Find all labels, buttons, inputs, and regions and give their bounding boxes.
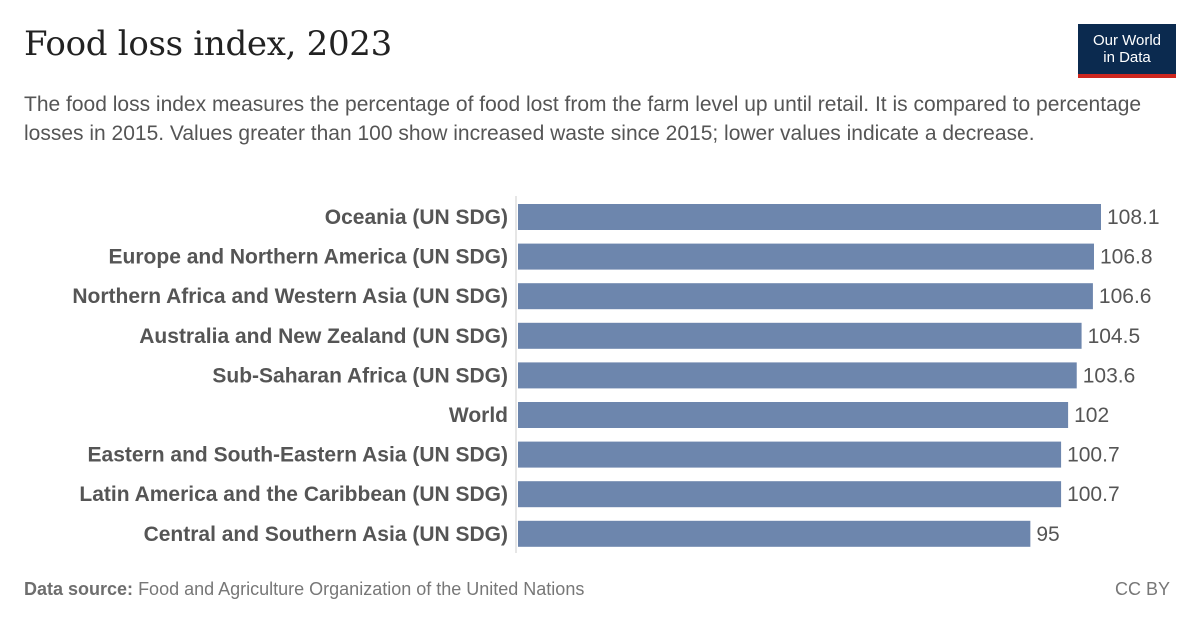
bar[interactable] [518, 481, 1062, 508]
value-label: 102 [1074, 404, 1109, 427]
logo-line-2: in Data [1103, 49, 1151, 66]
data-source-label: Data source: [24, 579, 134, 599]
value-label: 108.1 [1107, 206, 1160, 229]
value-label: 103.6 [1083, 364, 1136, 387]
value-label: 95 [1036, 523, 1059, 546]
logo-line-1: Our World [1092, 32, 1162, 49]
value-label: 100.7 [1067, 483, 1120, 506]
bar[interactable] [518, 520, 1031, 547]
category-label: Sub-Saharan Africa (UN SDG) [212, 364, 508, 387]
category-label: Australia and New Zealand (UN SDG) [139, 325, 508, 348]
category-label: Northern Africa and Western Asia (UN SDG… [72, 285, 508, 308]
value-label: 106.6 [1099, 285, 1152, 308]
value-label: 106.8 [1100, 246, 1153, 269]
data-source-link[interactable]: Food and Agriculture Organization of the… [138, 579, 585, 599]
bar[interactable] [518, 402, 1069, 428]
bar[interactable] [518, 204, 1101, 230]
value-label: 104.5 [1088, 325, 1141, 348]
category-label: Oceania (UN SDG) [325, 206, 508, 229]
chart-subtitle: The food loss index measures the percent… [24, 93, 1142, 145]
owid-logo[interactable]: Our World in Data [1078, 24, 1176, 78]
bar[interactable] [518, 322, 1082, 349]
value-label: 100.7 [1067, 444, 1120, 467]
category-label: Europe and Northern America (UN SDG) [109, 246, 508, 269]
category-label: Central and Southern Asia (UN SDG) [144, 523, 508, 546]
chart-title: Food loss index, 2023 [24, 24, 392, 64]
bar[interactable] [518, 441, 1062, 468]
license-link[interactable]: CC BY [1114, 579, 1170, 599]
bar[interactable] [518, 283, 1093, 310]
category-label: Latin America and the Caribbean (UN SDG) [79, 483, 508, 506]
category-label: Eastern and South-Eastern Asia (UN SDG) [88, 444, 508, 467]
bar[interactable] [518, 243, 1094, 270]
bar[interactable] [518, 362, 1077, 389]
data-source: Data source: Food and Agriculture Organi… [24, 579, 584, 600]
category-label: World [449, 404, 508, 427]
